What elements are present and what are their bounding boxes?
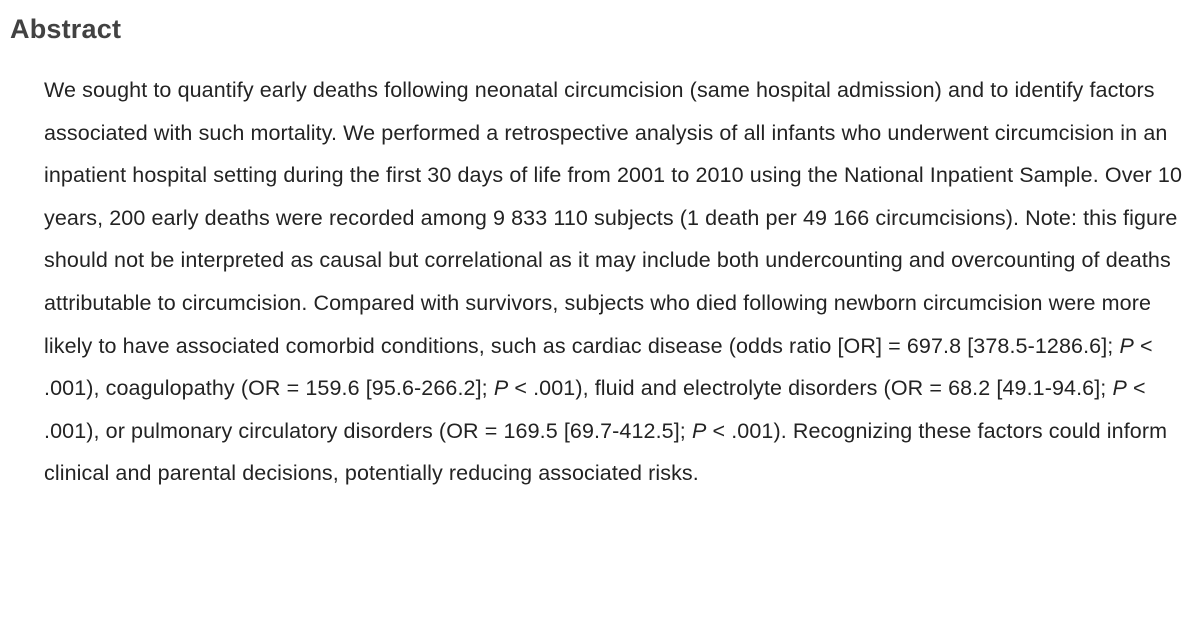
abstract-text-segment: We sought to quantify early deaths follo…	[44, 78, 1183, 358]
p-value-italic: P	[493, 376, 509, 401]
p-value-italic: P	[691, 418, 707, 443]
p-value-italic: P	[1112, 376, 1127, 401]
page: { "abstract": { "heading": "Abstract", "…	[0, 14, 1200, 632]
abstract-text-segment: < .001), fluid and electrolyte disorders…	[508, 376, 1113, 401]
p-value-italic: P	[1119, 333, 1134, 358]
abstract-text-segment: < .001). Recognizing these factors could…	[44, 418, 1168, 486]
abstract-text-segment: < .001), coagulopathy (OR = 159.6 [95.6-…	[44, 333, 1153, 401]
abstract-paragraph: We sought to quantify early deaths follo…	[44, 69, 1197, 495]
abstract-text-segment: < .001), or pulmonary circulatory disord…	[44, 376, 1146, 443]
abstract-heading: Abstract	[10, 14, 122, 44]
